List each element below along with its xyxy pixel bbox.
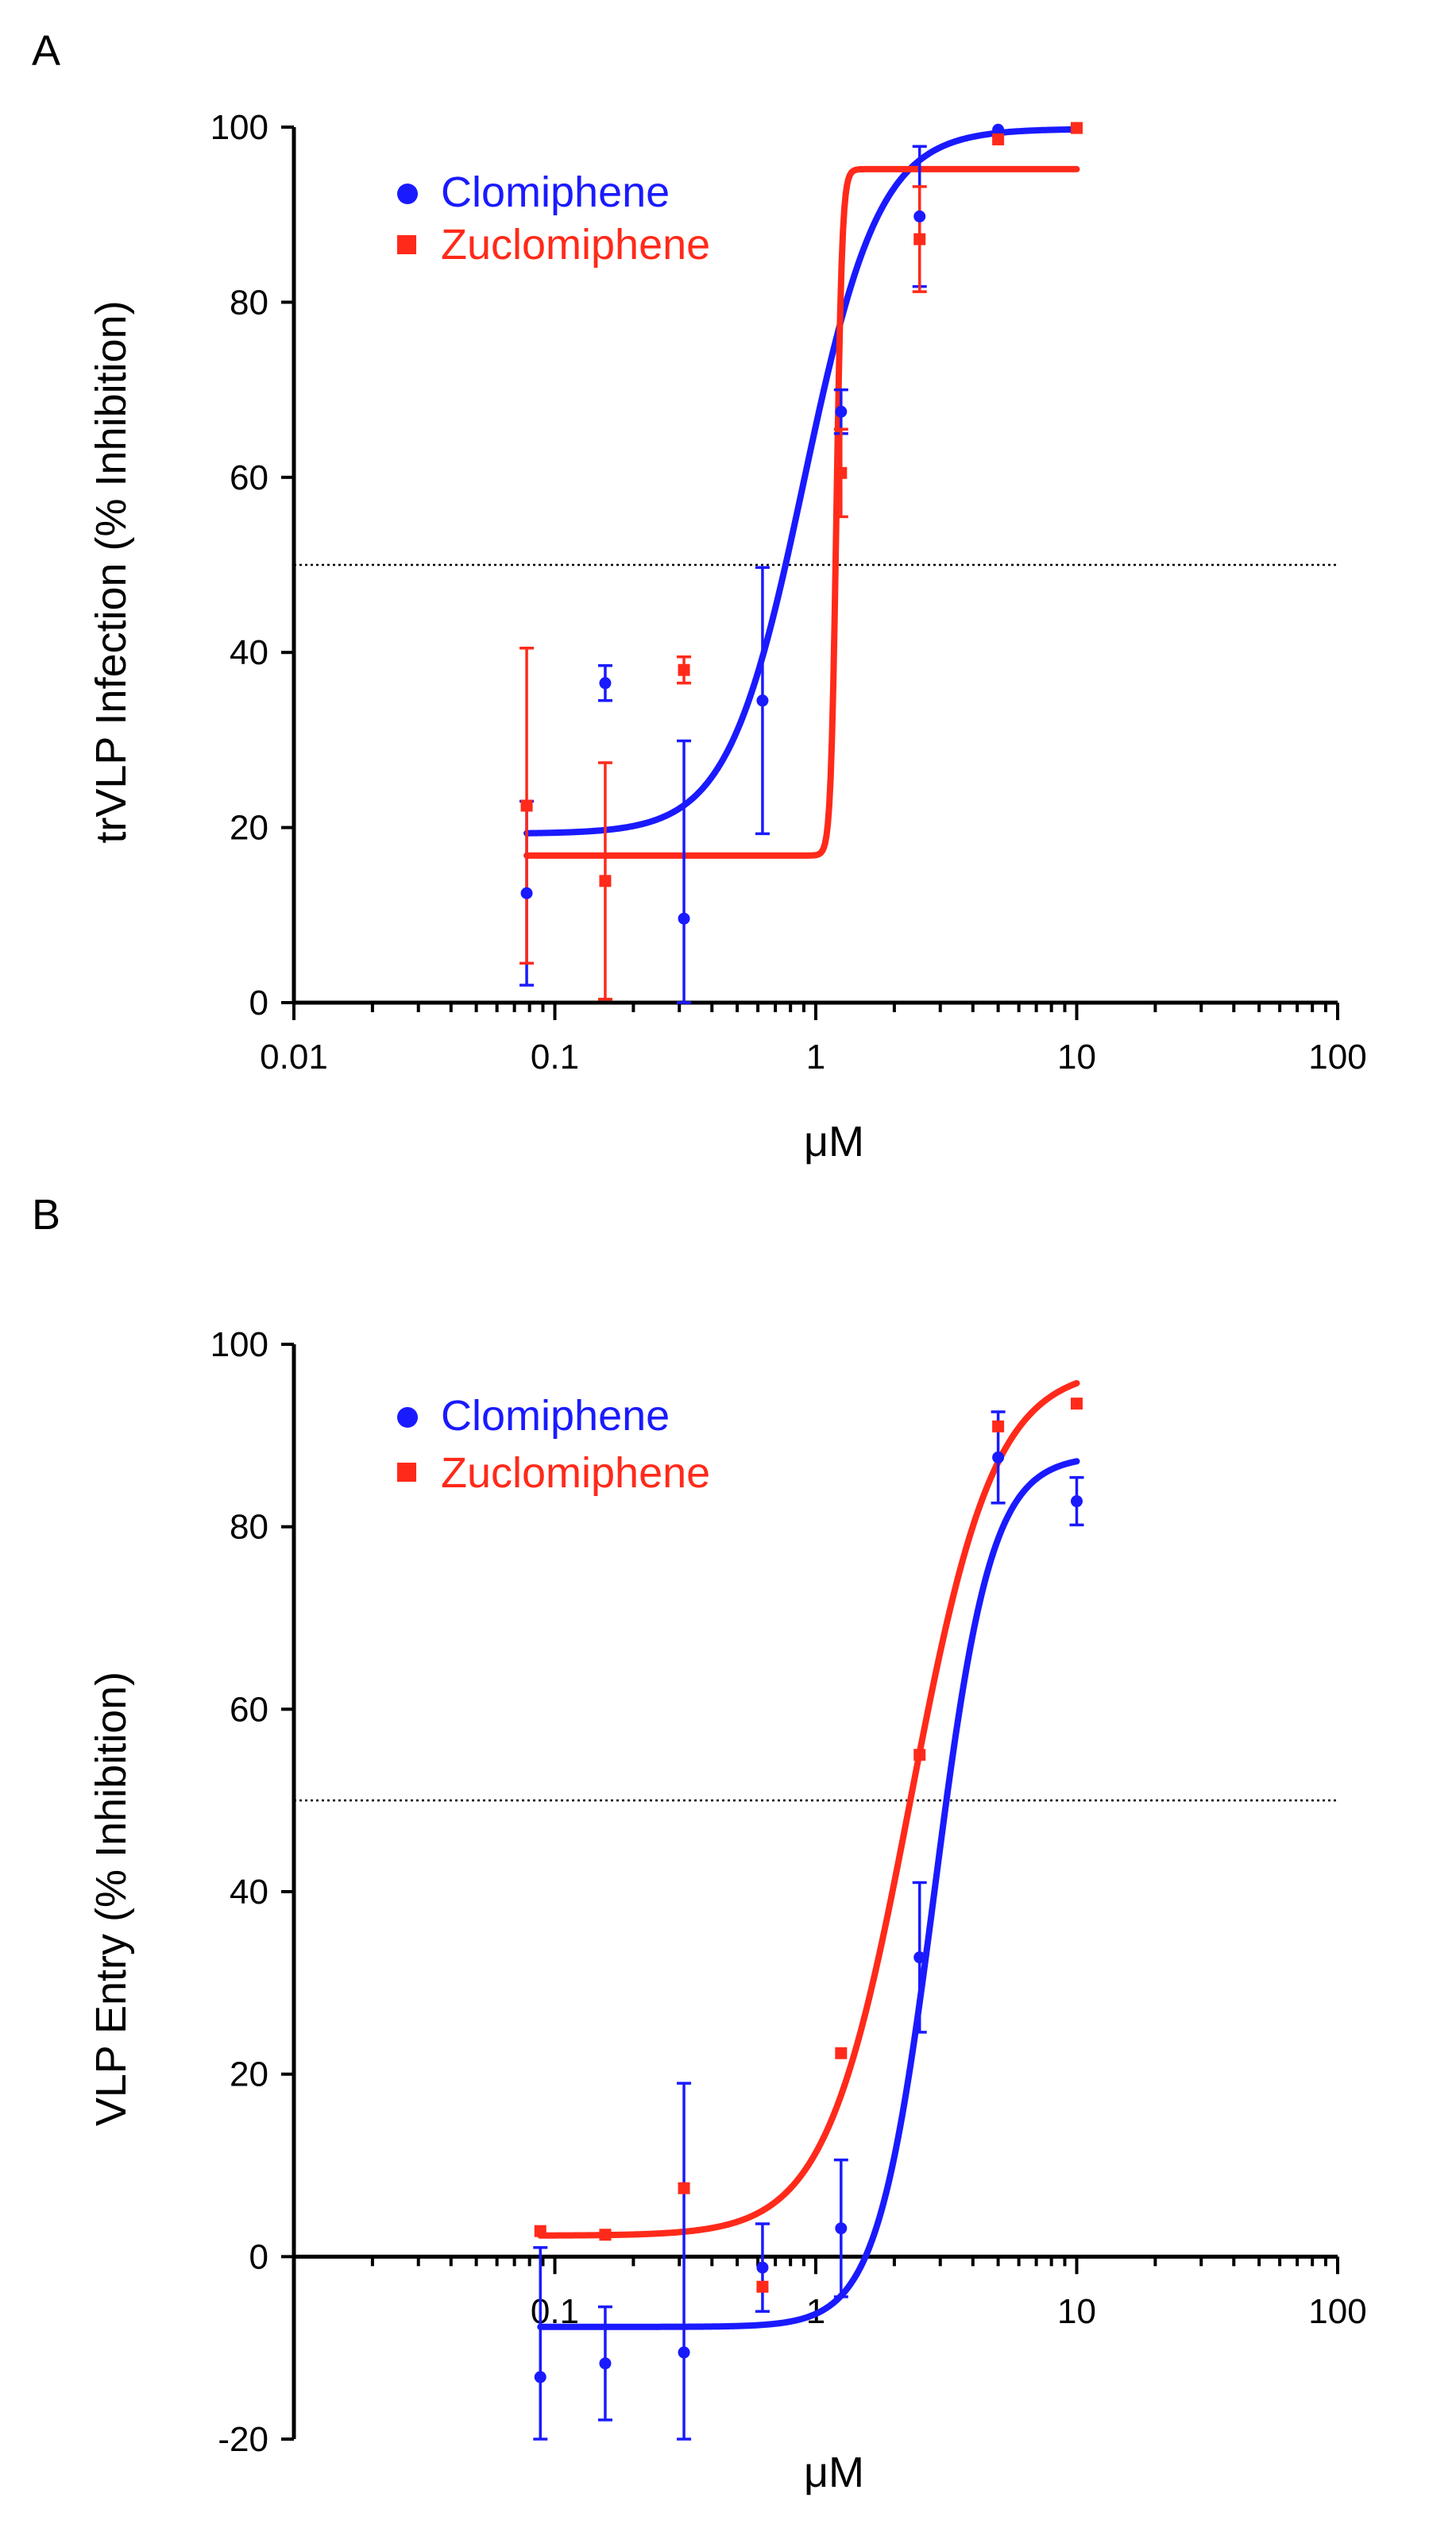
data-point-clomiphene <box>835 405 848 418</box>
x-axis-title: μM <box>804 2449 864 2496</box>
data-point-zuclomiphene <box>913 1749 926 1761</box>
x-tick-label: 0.1 <box>531 1038 579 1077</box>
y-axis-title: trVLP Infection (% Inhibition) <box>87 300 135 843</box>
data-point-clomiphene <box>835 2222 848 2235</box>
y-tick-label: 60 <box>230 458 268 497</box>
legend-label-zuclomiphene: Zuclomiphene <box>441 1449 710 1497</box>
x-tick-label: 1 <box>806 1038 825 1077</box>
y-tick-label: -20 <box>218 2420 268 2459</box>
y-tick-label: 80 <box>230 283 268 322</box>
legend-marker-clomiphene <box>397 184 418 204</box>
y-tick-label: 40 <box>230 1873 268 1912</box>
fit-curve-zuclomiphene <box>537 1380 1080 2239</box>
x-tick-label: 0.01 <box>260 1038 328 1077</box>
panel-letter: A <box>32 27 60 75</box>
legend-label-zuclomiphene: Zuclomiphene <box>441 221 710 269</box>
y-tick-label: 60 <box>230 1690 268 1729</box>
data-point-clomiphene <box>913 210 926 222</box>
x-tick-label: 100 <box>1308 2292 1366 2331</box>
legend-label-clomiphene: Clomiphene <box>441 168 670 216</box>
x-tick-label: 10 <box>1057 1038 1096 1077</box>
data-point-zuclomiphene <box>520 799 533 812</box>
data-point-zuclomiphene <box>992 1420 1005 1432</box>
data-point-clomiphene <box>678 912 690 925</box>
y-tick-label: 100 <box>210 1325 268 1364</box>
data-point-clomiphene <box>992 123 1005 136</box>
data-point-clomiphene <box>1071 1495 1083 1508</box>
data-point-zuclomiphene <box>678 2182 690 2194</box>
data-point-clomiphene <box>534 2371 546 2383</box>
data-point-zuclomiphene <box>599 875 612 887</box>
data-point-clomiphene <box>913 1951 926 1964</box>
legend: Clomiphene Zuclomiphene <box>397 1392 710 1497</box>
fit-curve-zuclomiphene <box>523 165 1080 859</box>
y-tick-label: 80 <box>230 1508 268 1547</box>
data-point-zuclomiphene <box>1071 122 1083 134</box>
y-tick-label: 40 <box>230 633 268 672</box>
x-tick-label: 100 <box>1308 1038 1366 1077</box>
panel-a: A 0 20 40 60 80 100 0.01 0.1 1 10 100 μM trVLP Inf… <box>32 27 1367 1166</box>
data-point-clomiphene <box>756 2261 769 2274</box>
fit-curve-clomiphene <box>523 126 1080 837</box>
data-point-clomiphene <box>599 677 612 690</box>
data-point-clomiphene <box>520 887 533 899</box>
data-point-zuclomiphene <box>756 2280 769 2293</box>
data-point-zuclomiphene <box>835 466 848 479</box>
y-tick-label: 20 <box>230 2055 268 2094</box>
x-axis-title: μM <box>804 1118 864 1166</box>
legend-marker-zuclomiphene <box>397 235 416 254</box>
x-tick-label: 10 <box>1057 2292 1096 2331</box>
y-tick-label: 0 <box>249 2237 268 2276</box>
y-tick-label: 20 <box>230 809 268 848</box>
data-point-clomiphene <box>756 694 769 707</box>
legend-label-clomiphene: Clomiphene <box>441 1392 670 1440</box>
data-point-clomiphene <box>992 1451 1005 1463</box>
y-tick-label: 100 <box>210 108 268 147</box>
data-point-zuclomiphene <box>835 2047 848 2059</box>
data-point-zuclomiphene <box>599 2229 612 2241</box>
data-point-zuclomiphene <box>913 233 926 245</box>
data-point-zuclomiphene <box>534 2225 546 2237</box>
data-point-zuclomiphene <box>678 663 690 676</box>
data-point-clomiphene <box>678 2346 690 2359</box>
panel-letter: B <box>32 1191 60 1239</box>
y-tick-label: 0 <box>249 984 268 1023</box>
data-point-clomiphene <box>599 2357 612 2370</box>
legend-marker-clomiphene <box>397 1407 418 1428</box>
legend-marker-zuclomiphene <box>397 1463 416 1482</box>
legend: Clomiphene Zuclomiphene <box>397 168 710 269</box>
fit-curve-clomiphene <box>537 1458 1080 2330</box>
data-point-zuclomiphene <box>1071 1398 1083 1410</box>
data-point-zuclomiphene <box>992 133 1005 145</box>
y-axis-title: VLP Entry (% Inhibition) <box>87 1672 135 2126</box>
